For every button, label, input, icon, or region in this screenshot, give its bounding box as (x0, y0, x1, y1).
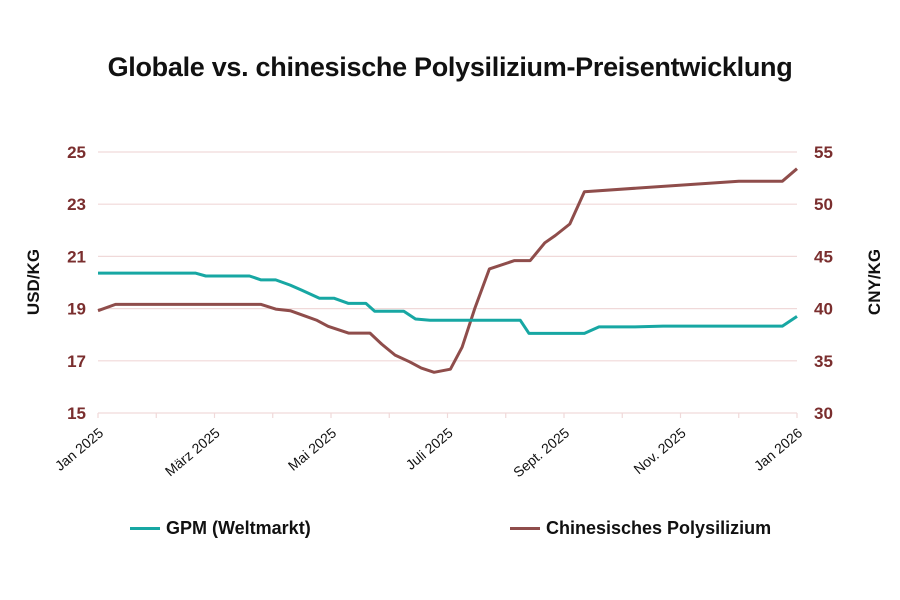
legend-item-china: Chinesisches Polysilizium (510, 518, 771, 539)
legend-item-gpm: GPM (Weltmarkt) (130, 518, 311, 539)
right-tick-label: 35 (814, 352, 833, 371)
right-y-axis: 55 50 45 40 35 30 (814, 143, 833, 423)
gridlines (97, 151, 798, 418)
x-tick-label: Mai 2025 (285, 424, 340, 473)
left-tick-label: 21 (67, 247, 86, 266)
legend-label-gpm: GPM (Weltmarkt) (166, 518, 311, 538)
chart-title: Globale vs. chinesische Polysilizium-Pre… (107, 52, 793, 82)
legend-label-china: Chinesisches Polysilizium (546, 518, 772, 538)
x-tick-label: Nov. 2025 (630, 424, 689, 477)
china-polysilicon-line (97, 167, 798, 374)
gpm-legend-swatch-icon (130, 527, 160, 530)
right-tick-label: 50 (814, 195, 833, 214)
right-axis-title: CNY/KG (865, 249, 884, 315)
x-tick-label: Jan 2026 (751, 424, 806, 473)
right-tick-label: 30 (814, 404, 833, 423)
left-tick-label: 23 (67, 195, 86, 214)
x-tick-label: Jan 2025 (52, 424, 107, 473)
right-tick-label: 45 (814, 247, 833, 266)
left-axis-title: USD/KG (24, 249, 43, 315)
x-tick-label: Sept. 2025 (510, 424, 572, 480)
gpm-world-market-line (98, 271, 798, 335)
left-tick-label: 17 (67, 352, 86, 371)
left-tick-label: 25 (67, 143, 86, 162)
x-tick-label: Juli 2025 (403, 424, 456, 472)
left-tick-label: 15 (67, 404, 86, 423)
right-tick-label: 55 (814, 143, 833, 162)
china-legend-swatch-icon (510, 527, 540, 530)
right-tick-label: 40 (814, 300, 833, 319)
x-axis: Jan 2025 März 2025 Mai 2025 Juli 2025 Sept. … (52, 424, 806, 480)
x-tick-label: März 2025 (162, 424, 223, 479)
left-y-axis: 25 23 21 19 17 15 (67, 143, 86, 423)
left-tick-label: 19 (67, 300, 86, 319)
